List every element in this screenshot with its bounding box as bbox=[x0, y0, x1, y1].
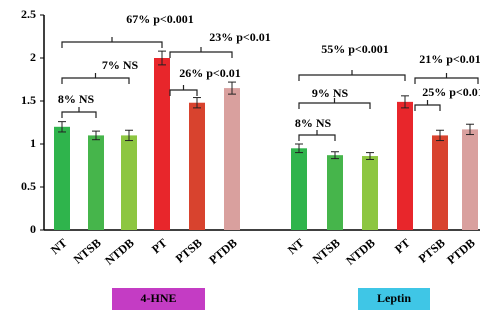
bracket bbox=[169, 85, 198, 96]
x-tick-label: NT bbox=[285, 236, 307, 257]
x-tick-label: PT bbox=[149, 236, 170, 257]
bracket bbox=[298, 130, 336, 141]
annotation: 25% p<0.01 bbox=[422, 85, 480, 99]
group-label-box bbox=[112, 288, 205, 310]
x-tick-label: NTSB bbox=[310, 236, 343, 267]
y-tick-label: 0.5 bbox=[21, 179, 36, 193]
annotation: 7% NS bbox=[102, 58, 139, 72]
bar bbox=[432, 135, 448, 230]
bar bbox=[121, 135, 137, 230]
annotation: 67% p<0.001 bbox=[126, 12, 194, 26]
bar bbox=[362, 156, 378, 230]
bracket bbox=[414, 73, 479, 84]
x-tick-label: PTDB bbox=[206, 236, 240, 267]
annotation: 55% p<0.001 bbox=[321, 42, 389, 56]
bar bbox=[154, 58, 170, 230]
bar bbox=[189, 102, 205, 230]
annotation: 9% NS bbox=[312, 86, 349, 100]
y-tick-label: 2 bbox=[30, 50, 36, 64]
bracket bbox=[61, 37, 163, 48]
annotation: 26% p<0.01 bbox=[179, 66, 241, 80]
x-tick-label: NT bbox=[48, 236, 70, 257]
y-tick-label: 1.5 bbox=[21, 93, 36, 107]
bar bbox=[462, 129, 478, 230]
annotation: 8% NS bbox=[295, 116, 332, 130]
bracket bbox=[414, 100, 441, 111]
group-label: 4-HNE bbox=[141, 291, 177, 305]
annotation: 21% p<0.01 bbox=[419, 52, 480, 66]
x-tick-label: NTDB bbox=[102, 236, 137, 268]
bracket bbox=[298, 98, 371, 109]
bracket bbox=[61, 107, 97, 118]
y-tick-label: 0 bbox=[30, 222, 36, 236]
x-tick-label: PTSB bbox=[173, 236, 205, 266]
y-tick-label: 1 bbox=[30, 136, 36, 150]
group-label: Leptin bbox=[377, 291, 411, 305]
bracket bbox=[61, 73, 130, 84]
bar bbox=[88, 135, 104, 230]
x-tick-label: PTSB bbox=[416, 236, 448, 266]
x-tick-label: PT bbox=[392, 236, 413, 257]
group-label-box bbox=[358, 288, 430, 310]
bar bbox=[224, 88, 240, 230]
x-tick-label: NTSB bbox=[71, 236, 104, 267]
bracket bbox=[169, 47, 233, 58]
bar bbox=[54, 126, 70, 230]
bracket bbox=[298, 70, 406, 81]
annotation: 8% NS bbox=[58, 92, 95, 106]
annotation: 23% p<0.01 bbox=[209, 30, 271, 44]
bar bbox=[291, 148, 307, 230]
bar bbox=[327, 155, 343, 230]
bar bbox=[397, 101, 413, 230]
x-tick-label: PTDB bbox=[444, 236, 478, 267]
x-tick-label: NTDB bbox=[343, 236, 378, 268]
y-tick-label: 2.5 bbox=[21, 7, 36, 21]
